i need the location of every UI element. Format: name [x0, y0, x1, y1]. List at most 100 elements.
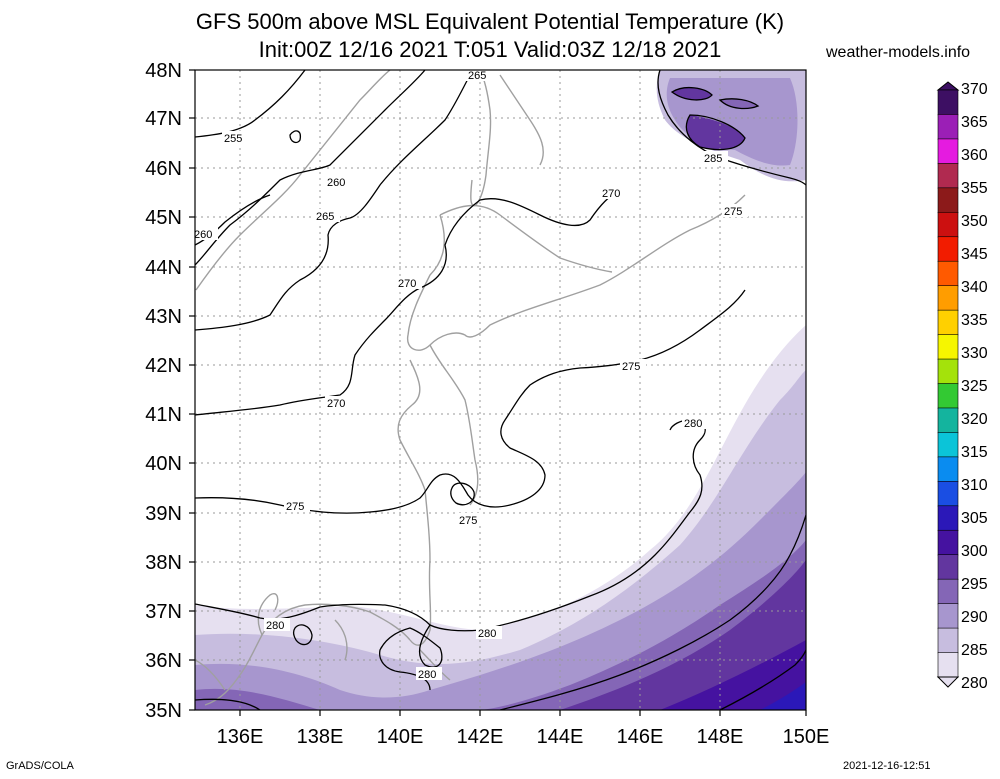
lon-label: 144E: [537, 726, 584, 748]
colorbar-swatch: [937, 383, 959, 409]
colorbar-label: 365: [961, 114, 988, 131]
colorbar-swatch: [937, 187, 959, 214]
colorbar-label: 370: [961, 81, 988, 98]
colorbar-swatch: [937, 554, 959, 580]
colorbar-label: 290: [961, 609, 988, 626]
lon-label: 140E: [377, 726, 424, 748]
longitude-labels: 136E 138E 140E 142E 144E 146E 148E 150E: [217, 726, 830, 748]
colorbar-top-arrow: [936, 81, 960, 91]
colorbar: [936, 81, 960, 688]
contour-label: 260: [327, 177, 345, 189]
colorbar-label: 325: [961, 378, 988, 395]
contour-label: 270: [398, 278, 416, 290]
coastlines: [195, 70, 746, 706]
colorbar-swatch: [937, 603, 959, 629]
colorbar-label: 280: [961, 675, 988, 692]
contour-label: 270: [602, 188, 620, 200]
colorbar-swatch: [937, 138, 959, 165]
colorbar-swatch: [937, 260, 959, 287]
contour-label: 260: [194, 229, 212, 241]
colorbar-swatch: [937, 481, 959, 507]
colorbar-label: 300: [961, 543, 988, 560]
lon-label: 148E: [697, 726, 744, 748]
colorbar-swatch: [937, 236, 959, 263]
contour-labels: 265 255 260 265 260 270 270 270 275 275 …: [192, 68, 748, 681]
contour-label: 275: [286, 501, 304, 513]
lat-label: 45N: [145, 207, 182, 229]
contour-label: 255: [224, 133, 242, 145]
contour-label: 265: [468, 70, 486, 82]
colorbar-swatch: [937, 456, 959, 483]
lat-label: 44N: [145, 257, 182, 279]
lon-label: 138E: [297, 726, 344, 748]
shaded-field: [195, 70, 806, 710]
colorbar-label: 330: [961, 345, 988, 362]
lat-label: 36N: [145, 650, 182, 672]
lat-label: 46N: [145, 158, 182, 180]
lat-label: 38N: [145, 552, 182, 574]
colorbar-label: 310: [961, 477, 988, 494]
map-frame: [194, 69, 807, 711]
colorbar-swatch: [937, 89, 959, 116]
contour-label: 280: [266, 620, 284, 632]
site-credit: weather-models.info: [826, 44, 971, 61]
contour-label: 280: [418, 669, 436, 681]
colorbar-swatch: [937, 652, 959, 678]
colorbar-swatch: [937, 358, 959, 385]
map-title: GFS 500m above MSL Equivalent Potential …: [195, 9, 785, 34]
colorbar-label: 360: [961, 147, 988, 164]
contour-label: 280: [478, 628, 496, 640]
colorbar-swatch: [937, 163, 959, 189]
contour-label: 265: [316, 211, 334, 223]
lat-label: 48N: [145, 60, 182, 82]
graticule: [195, 70, 806, 710]
lat-label: 39N: [145, 503, 182, 525]
lat-label: 42N: [145, 355, 182, 377]
lat-label: 40N: [145, 453, 182, 475]
colorbar-swatch: [937, 407, 959, 434]
colorbar-swatch: [937, 309, 959, 336]
lat-label: 35N: [145, 700, 182, 722]
map-subtitle: Init:00Z 12/16 2021 T:051 Valid:03Z 12/1…: [258, 37, 722, 62]
lat-label: 43N: [145, 306, 182, 328]
colorbar-labels: 370 365 360 355 350 345 340 335 330 325 …: [961, 81, 988, 692]
colorbar-swatch: [937, 285, 959, 311]
contour-label: 280: [684, 418, 702, 430]
colorbar-label: 350: [961, 213, 988, 230]
colorbar-label: 340: [961, 279, 988, 296]
colorbar-swatch: [937, 211, 959, 238]
colorbar-label: 335: [961, 312, 988, 329]
colorbar-swatch: [937, 334, 959, 360]
colorbar-swatch: [937, 114, 959, 140]
colorbar-label: 320: [961, 411, 988, 428]
lon-label: 146E: [617, 726, 664, 748]
colorbar-label: 285: [961, 642, 988, 659]
colorbar-label: 295: [961, 576, 988, 593]
contour-label: 275: [459, 515, 477, 527]
lat-label: 47N: [145, 108, 182, 130]
lat-label: 41N: [145, 404, 182, 426]
footer-timestamp: 2021-12-16-12:51: [843, 760, 931, 772]
colorbar-label: 315: [961, 444, 988, 461]
colorbar-swatch: [937, 505, 959, 532]
colorbar-label: 355: [961, 180, 988, 197]
axis-ticks: [189, 69, 807, 716]
colorbar-label: 345: [961, 246, 988, 263]
contour-label: 275: [724, 206, 742, 218]
colorbar-swatch: [937, 578, 959, 605]
contour-label: 270: [327, 398, 345, 410]
contour-label: 275: [622, 361, 640, 373]
latitude-labels: 48N 47N 46N 45N 44N 43N 42N 41N 40N 39N …: [145, 60, 182, 722]
lon-label: 150E: [783, 726, 830, 748]
colorbar-swatch: [937, 432, 959, 458]
contour-label: 285: [704, 153, 722, 165]
colorbar-swatch: [937, 529, 959, 556]
footer-software: GrADS/COLA: [6, 760, 74, 772]
colorbar-bottom-arrow: [936, 676, 960, 688]
colorbar-swatch: [937, 627, 959, 654]
lat-label: 37N: [145, 601, 182, 623]
colorbar-label: 305: [961, 510, 988, 527]
lon-label: 136E: [217, 726, 264, 748]
lon-label: 142E: [457, 726, 504, 748]
